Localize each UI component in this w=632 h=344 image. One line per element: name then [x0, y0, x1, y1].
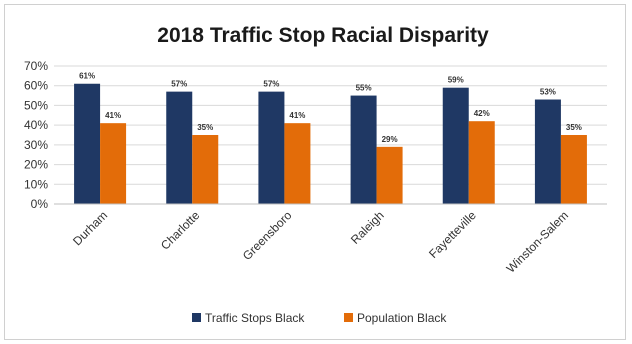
- bars: 61% 41% 57% 35% 57% 41% 55% 29% 59% 42% 53% 35%: [74, 72, 587, 204]
- bar-population-black: [376, 146, 403, 204]
- y-tick-label: 20%: [24, 158, 48, 172]
- data-label: 61%: [79, 72, 95, 81]
- y-tick-label: 40%: [24, 118, 48, 132]
- y-tick-label: 10%: [24, 177, 48, 191]
- bar-traffic-stops-black: [74, 83, 101, 204]
- legend-label: Traffic Stops Black: [205, 311, 305, 325]
- y-tick-label: 60%: [24, 79, 48, 93]
- legend-label: Population Black: [357, 311, 447, 325]
- y-tick-label: 30%: [24, 138, 48, 152]
- y-tick-label: 50%: [24, 98, 48, 112]
- y-tick-label: 0%: [31, 197, 49, 211]
- data-label: 41%: [105, 111, 121, 120]
- x-tick-label: Fayetteville: [426, 208, 479, 261]
- x-tick-label: Greensboro: [240, 208, 295, 263]
- data-label: 57%: [171, 80, 187, 89]
- bar-population-black: [192, 135, 219, 204]
- bar-population-black: [560, 135, 587, 204]
- y-tick-label: 70%: [24, 59, 48, 73]
- data-label: 35%: [566, 123, 582, 132]
- legend: Traffic Stops Black Population Black: [192, 311, 447, 325]
- bar-population-black: [468, 121, 495, 204]
- gridlines: [54, 65, 607, 205]
- bar-traffic-stops-black: [350, 95, 377, 204]
- bar-population-black: [284, 123, 311, 204]
- bar-traffic-stops-black: [166, 91, 193, 204]
- legend-swatch: [344, 313, 353, 322]
- x-tick-label: Raleigh: [348, 208, 387, 247]
- bar-traffic-stops-black: [442, 87, 469, 204]
- x-tick-label: Charlotte: [158, 208, 203, 253]
- data-label: 55%: [356, 84, 372, 93]
- chart-title: 2018 Traffic Stop Racial Disparity: [157, 24, 489, 47]
- data-label: 35%: [197, 123, 213, 132]
- data-label: 42%: [474, 109, 490, 118]
- data-label: 29%: [382, 135, 398, 144]
- y-axis: 0% 10% 20% 30% 40% 50% 60% 70%: [24, 59, 48, 211]
- data-label: 53%: [540, 88, 556, 97]
- data-label: 41%: [289, 111, 305, 120]
- legend-swatch: [192, 313, 201, 322]
- bar-population-black: [100, 123, 127, 204]
- bar-traffic-stops-black: [258, 91, 285, 204]
- bar-traffic-stops-black: [534, 99, 561, 204]
- data-label: 59%: [448, 76, 464, 85]
- x-axis: Durham Charlotte Greensboro Raleigh Fayettev…: [54, 203, 607, 276]
- x-tick-label: Durham: [70, 208, 110, 248]
- x-tick-label: Winston-Salem: [504, 208, 571, 275]
- data-label: 57%: [263, 80, 279, 89]
